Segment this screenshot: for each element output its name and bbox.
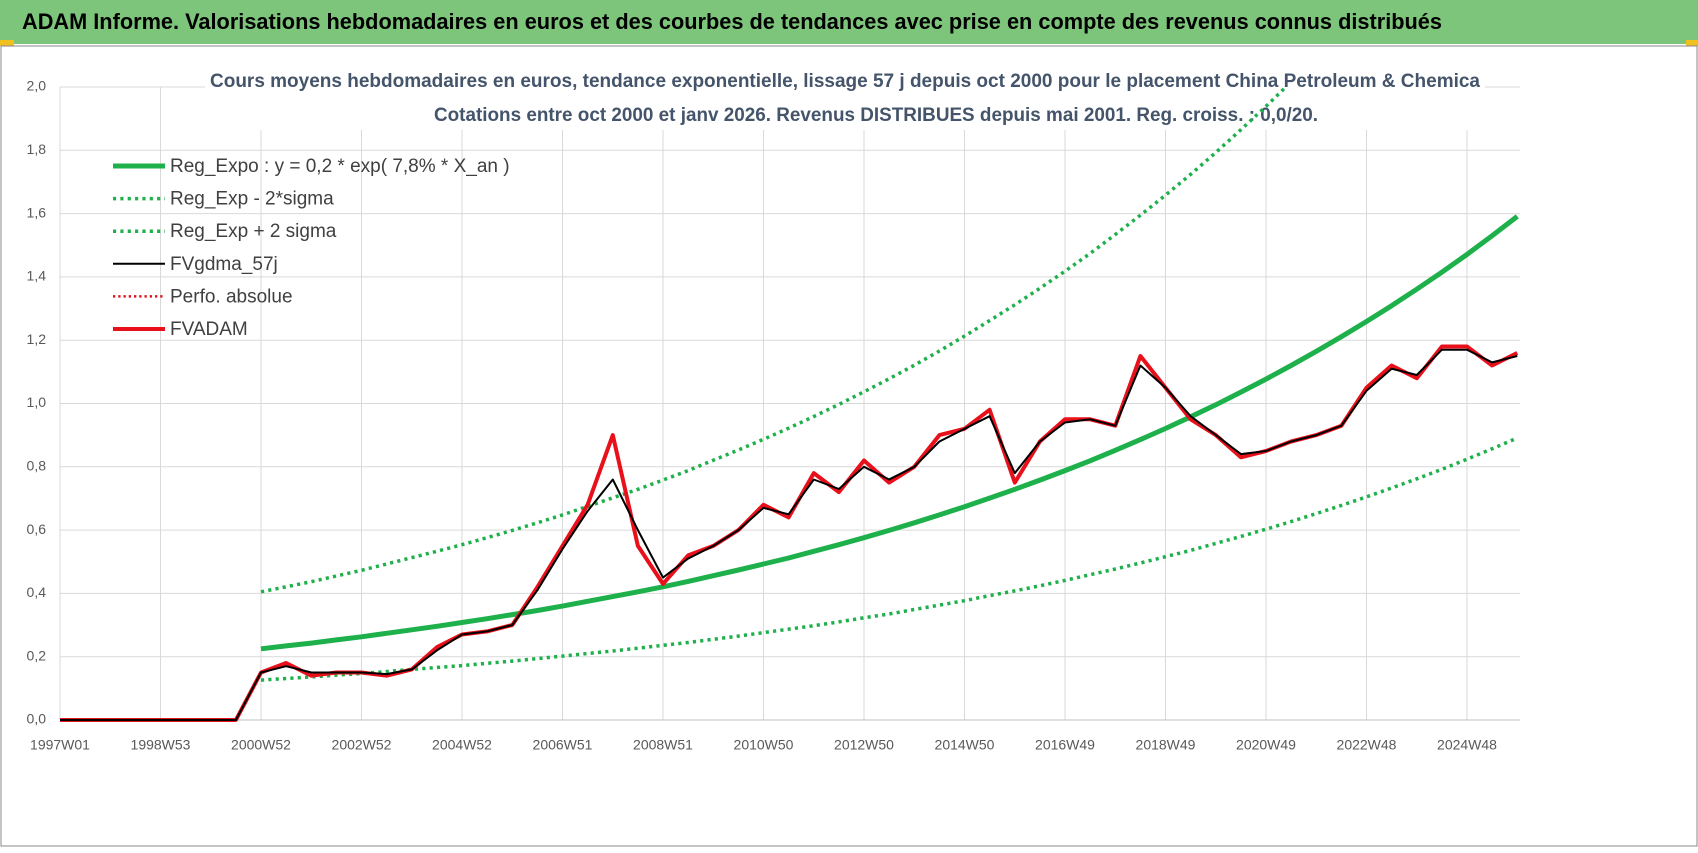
x-tick-label: 2000W52 (231, 737, 291, 753)
x-tick-label: 2008W51 (633, 737, 693, 753)
x-tick-label: 2006W51 (533, 737, 593, 753)
y-tick-label: 2,0 (27, 78, 47, 94)
page-title: ADAM Informe. Valorisations hebdomadaire… (22, 9, 1442, 34)
y-tick-label: 0,2 (27, 647, 47, 663)
y-tick-label: 0,4 (27, 584, 47, 600)
legend-label: FVADAM (170, 319, 248, 340)
legend-label: FVgdma_57j (170, 254, 278, 275)
x-tick-label: 1998W53 (131, 737, 191, 753)
y-tick-label: 1,6 (27, 204, 47, 220)
x-tick-label: 2020W49 (1236, 737, 1296, 753)
x-tick-label: 2016W49 (1035, 737, 1095, 753)
corner (0, 40, 14, 46)
x-tick-label: 2010W50 (734, 737, 794, 753)
chart-title: Cours moyens hebdomadaires en euros, ten… (210, 71, 1480, 92)
x-tick-label: 1997W01 (30, 737, 90, 753)
y-tick-label: 1,2 (27, 331, 47, 347)
legend-label: Perfo. absolue (170, 286, 293, 307)
series-line (60, 348, 1518, 721)
series-line (260, 214, 1519, 652)
x-tick-label: 2024W48 (1437, 737, 1497, 753)
title-bar (0, 0, 1698, 44)
chart-subtitle: Cotations entre oct 2000 et janv 2026. R… (434, 105, 1318, 126)
y-tick-label: 1,0 (27, 394, 47, 410)
legend-label: Reg_Exp + 2 sigma (170, 221, 337, 242)
corner (1686, 40, 1698, 46)
chart-frame (0, 45, 1698, 847)
y-tick-label: 0,8 (27, 458, 47, 474)
legend-label: Reg_Exp - 2*sigma (170, 189, 334, 210)
title-box (205, 62, 1485, 130)
legend-label: Reg_Expo : y = 0,2 * exp( 7,8% * X_an ) (170, 156, 510, 177)
x-tick-label: 2004W52 (432, 737, 492, 753)
x-tick-label: 2022W48 (1337, 737, 1397, 753)
y-tick-label: 0,6 (27, 521, 47, 537)
x-tick-label: 2014W50 (935, 737, 995, 753)
x-tick-label: 2018W49 (1136, 737, 1196, 753)
x-tick-label: 2012W50 (834, 737, 894, 753)
y-tick-label: 1,4 (27, 268, 47, 284)
x-tick-label: 2002W52 (332, 737, 392, 753)
y-tick-label: 1,8 (27, 141, 47, 157)
y-tick-label: 0,0 (27, 711, 47, 727)
